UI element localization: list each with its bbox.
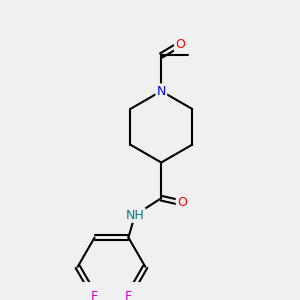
Text: NH: NH [126, 208, 144, 222]
Text: O: O [177, 196, 187, 209]
Text: N: N [157, 85, 166, 98]
Text: O: O [175, 38, 185, 51]
Text: F: F [91, 290, 98, 300]
Text: F: F [125, 290, 132, 300]
